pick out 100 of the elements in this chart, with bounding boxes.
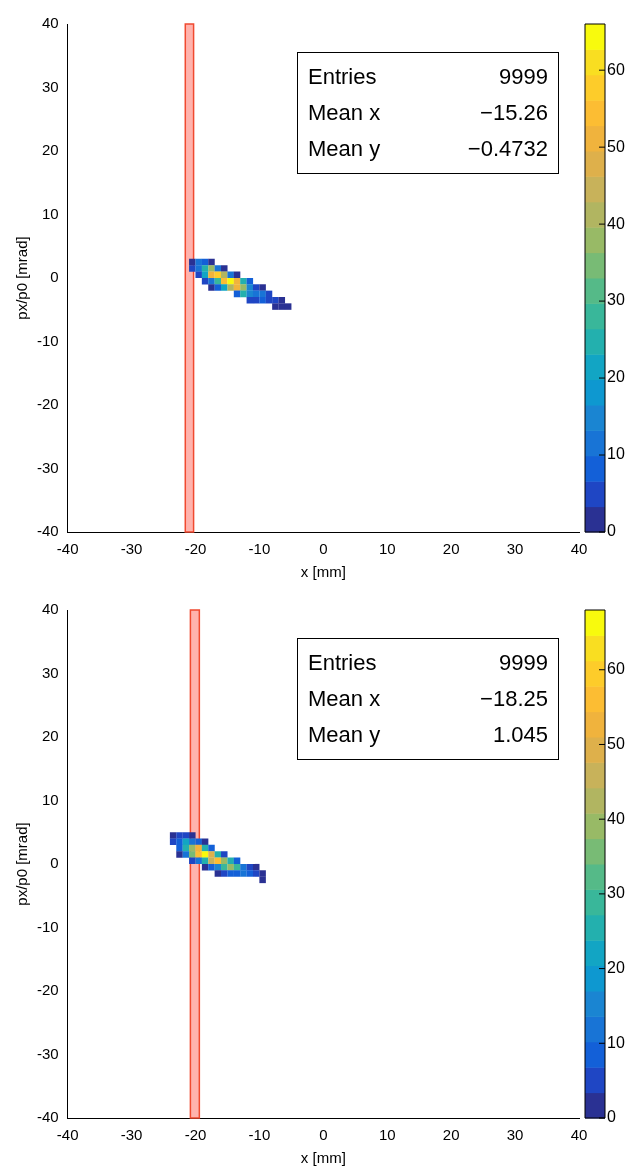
x-tick-label: 0 [319, 1126, 328, 1144]
color-bar-label: 10 [607, 1033, 625, 1051]
y-tick-label: 20 [41, 727, 59, 745]
point [189, 832, 196, 839]
point [208, 271, 215, 279]
point [240, 863, 247, 871]
point [195, 844, 202, 852]
point [189, 851, 196, 858]
point [189, 265, 196, 272]
y-tick-label: -20 [36, 395, 59, 413]
point [208, 863, 215, 871]
point [284, 303, 292, 310]
x-tick-label: -30 [120, 540, 143, 558]
point [208, 857, 215, 865]
point [176, 851, 183, 858]
y-tick-label: 40 [41, 14, 59, 32]
color-bar-label: 40 [607, 214, 625, 232]
point [259, 870, 266, 877]
point [208, 284, 215, 291]
point [240, 277, 247, 285]
x-tick-label: -20 [184, 1126, 207, 1144]
point [208, 277, 215, 285]
y-tick-label: 20 [41, 141, 59, 159]
y-tick-label: -40 [36, 522, 59, 540]
color-bar-label: 30 [607, 884, 625, 902]
point [221, 851, 228, 858]
x-tick-label: 20 [442, 540, 460, 558]
point [214, 870, 222, 877]
color-bar-label: 0 [607, 1108, 616, 1126]
annotation: Mean x [308, 99, 381, 127]
x-tick-label: -10 [248, 540, 271, 558]
y-tick-label: -40 [36, 1108, 59, 1126]
point [259, 876, 266, 884]
annotation: −18.25 [480, 685, 548, 713]
x-tick-label: 30 [506, 540, 524, 558]
point [214, 284, 222, 291]
x-tick-label: -10 [248, 1126, 271, 1144]
annotation: 9999 [499, 649, 548, 677]
point [252, 870, 260, 877]
y-tick-label: 30 [41, 77, 59, 95]
point [214, 265, 222, 272]
point [176, 844, 183, 852]
point [227, 284, 234, 291]
point [259, 296, 266, 304]
point [227, 857, 234, 865]
color-bar-label: 0 [607, 522, 616, 540]
color-bar-label: 60 [607, 60, 625, 78]
point [208, 258, 215, 266]
point [208, 844, 215, 852]
point [227, 870, 234, 877]
y-tick-label: -10 [36, 917, 59, 935]
x-tick-label: 40 [570, 1126, 588, 1144]
annotation: Mean x [308, 685, 381, 713]
point [221, 265, 228, 272]
y-axis-title: px/p0 [mrad] [13, 822, 31, 906]
y-tick-label: -30 [36, 1044, 59, 1062]
point [259, 290, 266, 298]
color-bar-label: 50 [607, 137, 625, 155]
point [227, 863, 234, 871]
annotation: −15.26 [480, 99, 548, 127]
annotation: Entries [308, 649, 377, 677]
y-tick-label: 10 [41, 790, 59, 808]
point [240, 290, 247, 298]
y-tick-label: 10 [41, 204, 59, 222]
x-tick-label: 10 [378, 1126, 396, 1144]
annotation: Entries [308, 63, 377, 91]
x-tick-label: -20 [184, 540, 207, 558]
color-bar-label: 50 [607, 734, 625, 752]
point [195, 258, 202, 266]
x-tick-label: 30 [506, 1126, 524, 1144]
point [208, 851, 215, 858]
y-tick-label: 30 [41, 663, 59, 681]
x-axis-title: x [mm] [300, 563, 346, 581]
color-bar-label: 20 [607, 958, 625, 976]
point [278, 303, 286, 310]
x-tick-label: 20 [442, 1126, 460, 1144]
y-tick-label: -20 [36, 981, 59, 999]
point [195, 271, 202, 279]
point [221, 870, 228, 877]
color-bar-label: 30 [607, 291, 625, 309]
point [195, 838, 202, 846]
point [246, 870, 254, 877]
x-tick-label: -30 [120, 1126, 143, 1144]
point [201, 851, 209, 858]
annotation: Mean y [308, 135, 381, 163]
y-tick-label: -30 [36, 458, 59, 476]
annotation: Mean y [308, 721, 381, 749]
annotation: −0.4732 [467, 135, 548, 163]
color-bar-label: 40 [607, 809, 625, 827]
y-axis-title: px/p0 [mrad] [13, 236, 31, 320]
point [182, 851, 190, 858]
y-tick-label: -10 [36, 331, 59, 349]
x-axis-title: x [mm] [300, 1149, 346, 1167]
point [195, 851, 202, 858]
point [240, 284, 247, 291]
point [272, 296, 279, 304]
color-bar-label: 60 [607, 660, 625, 678]
point [227, 277, 234, 285]
x-tick-label: 10 [378, 540, 396, 558]
point [221, 284, 228, 291]
